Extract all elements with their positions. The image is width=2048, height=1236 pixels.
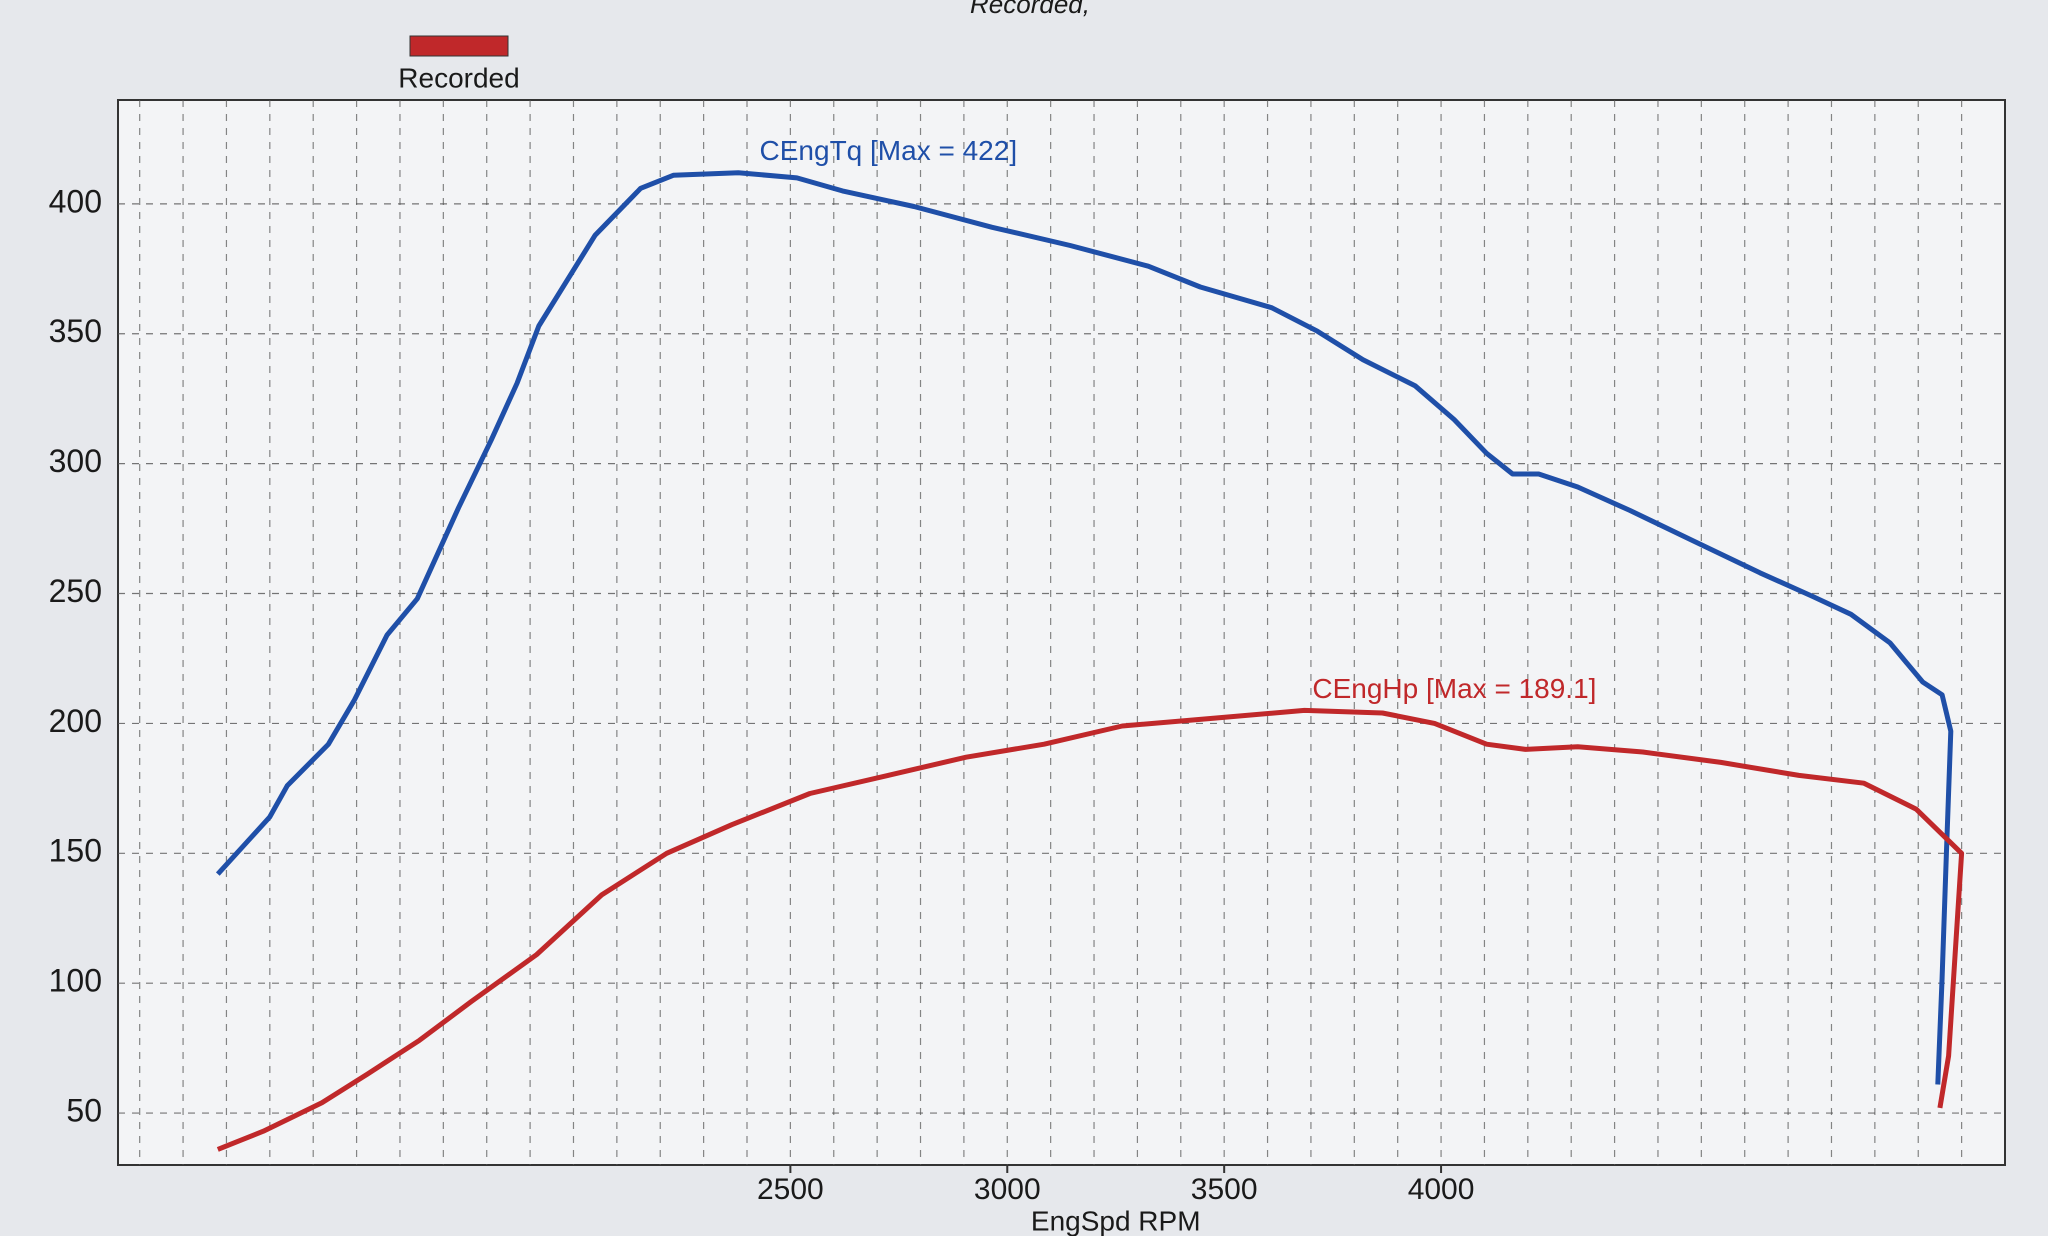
x-tick-label: 3500 [1191, 1173, 1258, 1206]
y-tick-label: 150 [49, 833, 102, 869]
legend-swatch [409, 35, 509, 57]
y-tick-label: 400 [49, 183, 102, 219]
series-line [215, 170, 1954, 1085]
y-tick-label: 300 [49, 443, 102, 479]
y-tick-label: 350 [49, 313, 102, 349]
x-tick-label: 2500 [757, 1173, 824, 1206]
y-tick-label: 200 [49, 703, 102, 739]
y-tick-label: 100 [49, 963, 102, 999]
x-tick-label: 3000 [974, 1173, 1041, 1206]
plot-area [117, 99, 2006, 1166]
y-tick-label: 250 [49, 573, 102, 609]
series-line [216, 707, 1965, 1152]
legend-label: Recorded [398, 62, 519, 93]
series-label: CEngTq [Max = 422] [760, 135, 1018, 166]
x-axis-label: EngSpd RPM [1031, 1205, 1201, 1236]
chart-title: Recorded, [970, 0, 1090, 19]
x-tick-label: 4000 [1408, 1173, 1475, 1206]
series-label: CEngHp [Max = 189.1] [1312, 673, 1596, 704]
y-tick-label: 50 [66, 1093, 102, 1129]
